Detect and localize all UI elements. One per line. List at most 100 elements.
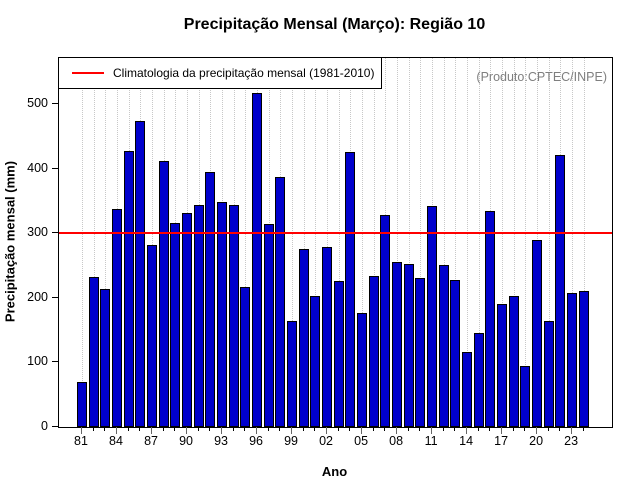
bar-2012 xyxy=(438,265,449,427)
bar-1986 xyxy=(135,121,146,427)
bar-2016 xyxy=(485,211,496,427)
legend-label: Climatologia da precipitação mensal (198… xyxy=(113,66,375,80)
bar-2014 xyxy=(462,352,473,427)
x-tick xyxy=(221,427,223,434)
x-tick xyxy=(349,427,351,431)
x-tick xyxy=(512,427,514,431)
x-tick xyxy=(419,427,421,431)
x-tick xyxy=(116,427,117,434)
year-gridline xyxy=(315,58,317,427)
bar-2010 xyxy=(415,278,426,427)
year-gridline xyxy=(327,58,329,427)
x-tick xyxy=(232,427,234,431)
bar-1987 xyxy=(147,245,158,427)
x-tick-label: 11 xyxy=(424,434,438,448)
x-tick-label: 93 xyxy=(214,434,228,448)
x-tick xyxy=(209,427,211,431)
bar-1990 xyxy=(182,213,193,427)
bar-1991 xyxy=(193,205,204,427)
bar-2024 xyxy=(578,291,589,427)
year-gridline xyxy=(455,58,457,427)
bar-2003 xyxy=(333,281,344,427)
year-gridline xyxy=(82,58,83,427)
x-tick xyxy=(302,427,304,431)
legend-line-swatch xyxy=(72,72,104,74)
year-gridline xyxy=(362,58,364,427)
bar-2023 xyxy=(567,293,578,427)
x-tick-label: 08 xyxy=(389,434,404,448)
year-gridline xyxy=(420,58,422,427)
year-gridline xyxy=(467,58,469,427)
x-tick xyxy=(244,427,246,431)
bar-2017 xyxy=(497,304,508,427)
bar-1999 xyxy=(287,321,298,427)
x-tick-label: 02 xyxy=(319,434,334,448)
y-axis-title: Precipitação mensal (mm) xyxy=(2,160,18,323)
x-tick xyxy=(174,427,176,431)
bar-2018 xyxy=(508,296,519,427)
x-tick xyxy=(186,427,188,434)
year-gridline xyxy=(397,58,399,427)
bar-2005 xyxy=(357,313,368,427)
bar-1997 xyxy=(263,224,274,427)
x-tick xyxy=(454,427,456,431)
year-gridline xyxy=(513,58,515,427)
year-gridline xyxy=(373,58,375,427)
x-tick xyxy=(326,427,328,434)
bar-1983 xyxy=(100,289,111,427)
y-tick-label: 0 xyxy=(41,419,48,433)
year-gridline xyxy=(525,58,527,427)
bar-2020 xyxy=(532,240,543,427)
y-tick xyxy=(52,232,58,234)
year-gridline xyxy=(572,58,574,427)
x-tick xyxy=(407,427,409,431)
bar-2002 xyxy=(322,247,333,427)
x-tick xyxy=(197,427,199,431)
bar-2000 xyxy=(298,249,309,427)
year-gridline xyxy=(443,58,445,427)
x-tick-label: 23 xyxy=(564,434,579,448)
x-tick xyxy=(571,427,573,434)
bar-2004 xyxy=(345,152,356,427)
bar-2009 xyxy=(403,264,414,427)
year-gridline xyxy=(303,58,305,427)
x-tick xyxy=(466,427,468,434)
year-gridline xyxy=(502,58,504,427)
year-gridline xyxy=(478,58,480,427)
y-tick-label: 100 xyxy=(27,354,48,369)
x-tick xyxy=(501,427,503,434)
year-gridline xyxy=(583,58,585,427)
year-gridline xyxy=(105,58,107,427)
x-tick xyxy=(477,427,479,431)
x-tick xyxy=(139,427,141,431)
bar-2008 xyxy=(392,262,403,427)
x-tick-label: 20 xyxy=(529,434,544,448)
x-tick xyxy=(314,427,316,431)
x-tick xyxy=(442,427,444,431)
year-gridline xyxy=(338,58,340,427)
bar-2019 xyxy=(520,366,531,427)
year-gridline xyxy=(245,58,247,427)
chart-title: Precipitação Mensal (Março): Região 10 xyxy=(183,16,486,33)
bar-1982 xyxy=(88,277,99,427)
x-tick-label: 84 xyxy=(109,434,123,448)
producer-annotation: (Produto:CPTEC/INPE) xyxy=(476,70,607,84)
x-tick xyxy=(431,427,433,434)
x-tick xyxy=(582,427,584,431)
x-tick xyxy=(81,427,82,434)
bar-1993 xyxy=(217,202,228,427)
y-tick xyxy=(52,426,58,427)
x-tick xyxy=(547,427,549,431)
bar-1989 xyxy=(170,223,181,427)
x-tick-label: 96 xyxy=(249,434,263,448)
bar-1988 xyxy=(158,161,169,427)
y-tick xyxy=(52,296,58,298)
year-gridline xyxy=(152,58,154,427)
y-tick-label: 400 xyxy=(27,160,48,175)
x-tick xyxy=(384,427,386,431)
y-tick-label: 300 xyxy=(27,225,48,240)
x-tick xyxy=(291,427,293,434)
x-tick xyxy=(559,427,561,431)
x-tick-label: 17 xyxy=(494,434,509,448)
